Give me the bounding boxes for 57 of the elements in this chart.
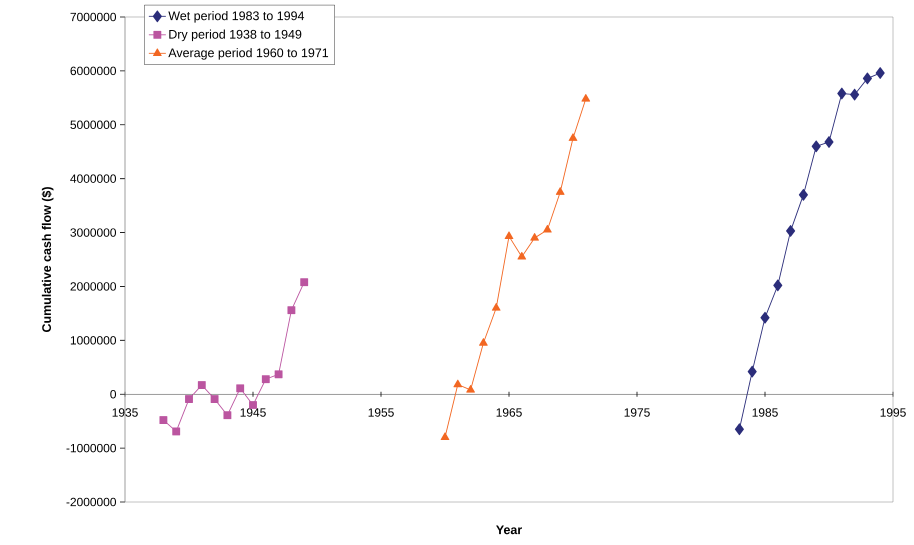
x-tick-label: 1945 [240, 408, 266, 417]
point [734, 423, 744, 436]
y-tick-label: 0 [110, 390, 116, 398]
point [185, 395, 193, 404]
point [210, 395, 219, 404]
point [159, 416, 168, 424]
point [748, 366, 757, 378]
point [492, 303, 501, 311]
y-axis-title: Cumulative cash flow ($) [42, 187, 54, 332]
point [198, 381, 206, 389]
legend-label: Wet period 1983 to 1994 [168, 11, 304, 23]
legend-label: Average period 1960 to 1971 [168, 48, 328, 60]
legend-label: Dry period 1938 to 1949 [169, 30, 302, 42]
point [786, 225, 796, 237]
y-tick-label: 1000000 [70, 336, 116, 345]
y-tick-label: -1000000 [66, 444, 116, 452]
y-tick-label: -2000000 [66, 498, 116, 506]
point [262, 375, 270, 384]
x-tick-label: 1965 [496, 408, 522, 417]
y-tick-label: 3000000 [70, 228, 116, 237]
point [568, 133, 578, 141]
x-tick-label: 1985 [752, 408, 778, 417]
point [504, 231, 514, 240]
point [517, 252, 526, 260]
x-tick-label: 1995 [880, 408, 906, 417]
point [798, 188, 808, 201]
point [876, 67, 885, 79]
y-tick-label: 6000000 [70, 66, 116, 76]
point [453, 380, 462, 388]
point [466, 384, 475, 393]
point [543, 224, 552, 233]
point [287, 306, 296, 314]
point [581, 94, 590, 102]
point [862, 72, 872, 84]
point [236, 384, 244, 392]
x-tick-label: 1975 [624, 408, 650, 417]
point [824, 136, 834, 148]
x-axis-title: Year [496, 526, 522, 534]
point [172, 427, 180, 436]
point [479, 338, 488, 346]
y-tick-label: 2000000 [70, 282, 116, 291]
point [812, 140, 821, 152]
y-tick-label: 7000000 [70, 12, 116, 22]
y-tick-label: 5000000 [70, 120, 116, 129]
point [440, 432, 450, 440]
y-tick-label: 4000000 [70, 174, 116, 183]
point [300, 278, 308, 286]
point [773, 279, 782, 292]
point [850, 88, 860, 101]
point [274, 370, 283, 378]
point [530, 233, 539, 241]
point [837, 88, 846, 100]
point [556, 187, 565, 195]
point [223, 411, 232, 420]
x-tick-label: 1935 [112, 408, 138, 417]
point [760, 312, 770, 324]
x-tick-label: 1955 [368, 408, 394, 417]
